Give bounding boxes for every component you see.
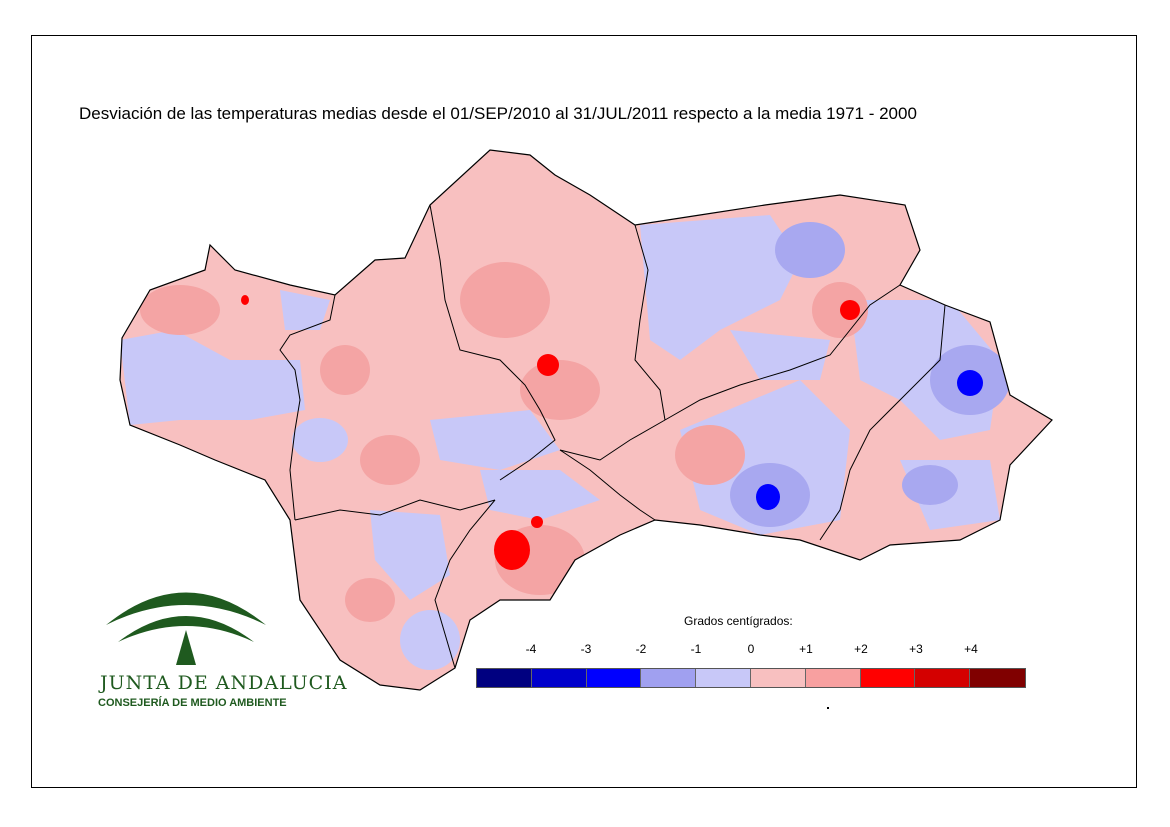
legend-swatch bbox=[696, 669, 751, 687]
border-sevilla-cordoba bbox=[429, 204, 556, 481]
province-borders bbox=[279, 204, 946, 669]
legend-dot bbox=[827, 707, 829, 709]
hot-spot-malaga bbox=[494, 530, 530, 570]
cool-core-almeria-south bbox=[902, 465, 958, 505]
legend-tick-label: -2 bbox=[635, 642, 647, 656]
cool-zone-cordoba-south bbox=[430, 410, 560, 470]
legend-tick-label: -4 bbox=[525, 642, 537, 656]
legend-tick-label: +3 bbox=[909, 642, 923, 656]
legend-swatch bbox=[915, 669, 971, 687]
legend-tick-label: -1 bbox=[690, 642, 702, 656]
map-title: Desviación de las temperaturas medias de… bbox=[79, 104, 917, 123]
warm-zone-sevilla bbox=[320, 345, 370, 395]
cool-zone-huelva-north bbox=[280, 290, 330, 330]
legend-swatch bbox=[531, 669, 587, 687]
warm-anomaly-areas bbox=[140, 262, 868, 622]
hot-spot-cordoba bbox=[537, 354, 559, 376]
legend-colorbar bbox=[476, 668, 1026, 688]
cold-spot-granada bbox=[756, 484, 780, 510]
border-huelva-sevilla bbox=[279, 294, 336, 521]
hot-spot-malaga-east bbox=[531, 516, 543, 528]
cool-zone-jaen-north bbox=[640, 215, 800, 360]
legend-tick-label: -3 bbox=[580, 642, 592, 656]
legend-tick-label: 0 bbox=[747, 642, 755, 656]
legend-title: Grados centígrados: bbox=[684, 614, 793, 628]
legend-swatch bbox=[860, 669, 916, 687]
logo-subtitle: CONSEJERÍA DE MEDIO AMBIENTE bbox=[98, 697, 287, 709]
cool-zone-cadiz bbox=[370, 510, 450, 600]
warm-zone-cordoba bbox=[520, 360, 600, 420]
warm-zone-granada bbox=[675, 425, 745, 485]
legend-tick-label: +4 bbox=[964, 642, 978, 656]
warm-zone-cadiz bbox=[345, 578, 395, 622]
warm-zone-huelva bbox=[140, 285, 220, 335]
legend-swatch bbox=[477, 669, 532, 687]
junta-andalucia-logo-icon bbox=[106, 592, 266, 665]
border-cordoba-jaen bbox=[634, 224, 666, 421]
border-cadiz-malaga bbox=[434, 499, 496, 669]
legend-swatch bbox=[805, 669, 861, 687]
cold-spot-almeria bbox=[957, 370, 983, 396]
cool-zone-sevilla bbox=[292, 418, 348, 462]
legend-tick-label: +1 bbox=[799, 642, 813, 656]
andalusia-outline bbox=[119, 149, 1053, 691]
border-malaga-granada bbox=[559, 449, 656, 521]
hot-spot-jaen bbox=[840, 300, 860, 320]
legend-swatch bbox=[586, 669, 642, 687]
cool-zone-huelva-west bbox=[120, 330, 305, 425]
cool-zone-jaen-east bbox=[730, 330, 830, 380]
cool-zone-gibraltar bbox=[400, 610, 460, 670]
border-granada-almeria bbox=[819, 304, 946, 541]
border-cordoba-granada bbox=[559, 419, 666, 461]
border-jaen-granada bbox=[664, 284, 901, 421]
cool-zone-malaga-north bbox=[480, 470, 600, 520]
warm-zone-sevilla-south bbox=[360, 435, 420, 485]
legend-swatch bbox=[641, 669, 697, 687]
cool-core-jaen bbox=[775, 222, 845, 278]
cool-anomaly-areas bbox=[120, 215, 1010, 670]
hot-spot-huelva bbox=[241, 295, 249, 305]
legend-swatch bbox=[750, 669, 806, 687]
map-frame bbox=[31, 35, 1137, 788]
logo-name: JUNTA DE ANDALUCIA bbox=[100, 672, 348, 694]
warm-zone-cordoba-north bbox=[460, 262, 550, 338]
border-sevilla-cadiz bbox=[294, 499, 496, 521]
extreme-anomaly-spots bbox=[241, 295, 983, 570]
legend-tick-label: +2 bbox=[854, 642, 868, 656]
legend-swatch bbox=[970, 669, 1025, 687]
